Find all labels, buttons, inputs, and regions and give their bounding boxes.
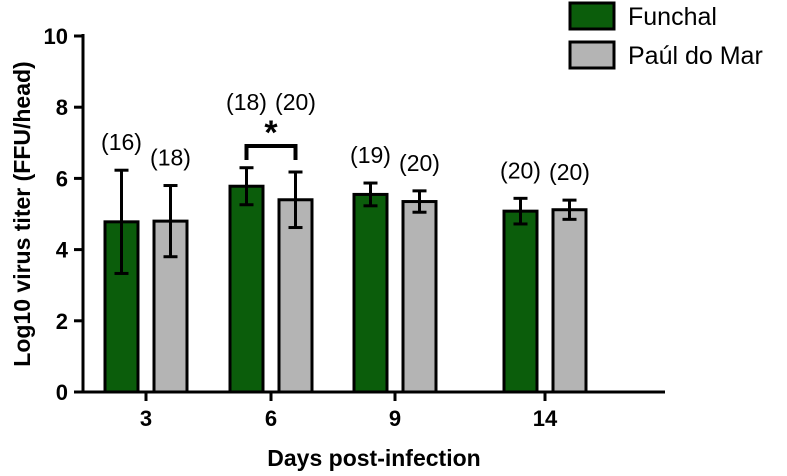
y-axis-title: Log10 virus titer (FFU/head): [9, 61, 35, 366]
bar-funchal-day-6: [228, 184, 265, 394]
sample-size-label: (18): [150, 145, 191, 171]
bar-paúl-do-mar-day-14: [551, 208, 588, 394]
y-tick-label: 0: [56, 380, 68, 405]
y-tick-label: 2: [56, 309, 68, 334]
sample-size-label: (16): [101, 129, 142, 155]
sample-size-label: (20): [399, 150, 440, 176]
bar-funchal-day-9: [352, 192, 389, 394]
bar-funchal-day-14: [502, 209, 539, 394]
x-tick-label: 6: [265, 406, 277, 431]
y-tick-label: 8: [56, 95, 68, 120]
x-axis-title: Days post-infection: [267, 445, 480, 471]
x-tick-label: 14: [533, 406, 558, 431]
legend-swatch-funchal: [568, 1, 616, 31]
legend-label: Funchal: [628, 3, 717, 31]
bar-paúl-do-mar-day-6: [277, 198, 314, 394]
x-tick-label: 3: [140, 406, 152, 431]
x-tick-label: 9: [389, 406, 401, 431]
significance-star: *: [264, 114, 278, 152]
legend: Funchal Paúl do Mar: [568, 1, 763, 70]
axes: 0 2 4 6 8 10 3 6 9 14: [44, 24, 665, 431]
y-tick-label: 10: [44, 24, 68, 49]
plot-area: (16)(18)(19)(20)(18)(20)(20) (20)*: [101, 89, 590, 394]
y-tick-label: 6: [56, 166, 68, 191]
y-tick-label: 4: [56, 238, 69, 263]
sample-size-label: (20): [275, 89, 316, 115]
sample-size-label: (19): [350, 142, 391, 168]
legend-label: Paúl do Mar: [628, 42, 763, 70]
sample-size-label: (20): [549, 159, 590, 185]
significance-bracket: [244, 144, 298, 160]
sample-size-label: (18): [226, 89, 267, 115]
sample-size-label: (20): [500, 157, 541, 183]
legend-swatch-paúl-do-mar: [568, 40, 616, 70]
bar-paúl-do-mar-day-9: [401, 200, 438, 394]
